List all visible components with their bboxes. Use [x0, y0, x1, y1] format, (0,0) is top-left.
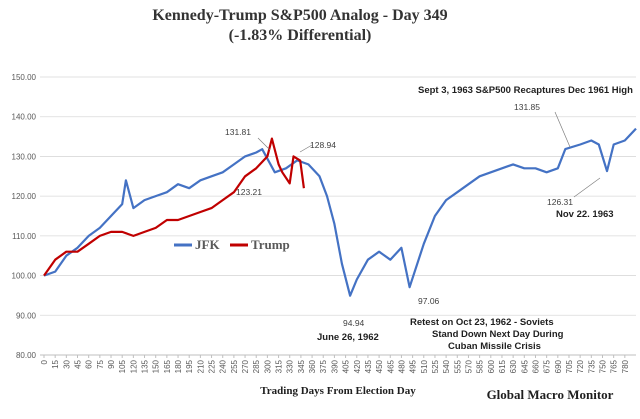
x-tick-label: 450	[375, 359, 384, 373]
x-tick-label: 615	[498, 359, 507, 373]
x-tick-label: 375	[319, 359, 328, 373]
y-tick-label: 150.00	[12, 73, 37, 82]
annotation: Cuban Missile Crisis	[448, 341, 541, 352]
x-tick-label: 630	[509, 359, 518, 373]
source: Global Macro Monitor	[487, 387, 614, 402]
legend-label: Trump	[251, 237, 290, 252]
annotation: 131.85	[514, 102, 540, 112]
x-tick-label: 570	[464, 359, 473, 373]
annotation: 131.81	[225, 127, 251, 137]
x-tick-label: 510	[420, 359, 429, 373]
annotation: 126.31	[547, 197, 573, 207]
x-tick-label: 285	[252, 359, 261, 373]
x-tick-label: 420	[353, 359, 362, 373]
x-tick-label: 345	[297, 359, 306, 373]
annotation: June 26, 1962	[317, 332, 379, 343]
x-tick-label: 690	[554, 359, 563, 373]
x-tick-label: 705	[565, 359, 574, 373]
x-tick-label: 180	[174, 359, 183, 373]
annotation: Retest on Oct 23, 1962 - Soviets	[410, 317, 554, 328]
x-tick-label: 195	[185, 359, 194, 373]
x-tick-label: 495	[409, 359, 418, 373]
x-tick-label: 675	[543, 359, 552, 373]
leader-line	[299, 144, 313, 153]
x-tick-label: 60	[85, 359, 94, 368]
x-axis-label: Trading Days From Election Day	[260, 385, 416, 397]
x-tick-label: 735	[587, 359, 596, 373]
x-tick-label: 465	[386, 359, 395, 373]
y-tick-label: 140.00	[12, 113, 37, 122]
annotation: 128.94	[310, 140, 336, 150]
line-series	[43, 127, 637, 297]
leader-line	[257, 137, 271, 151]
x-tick-label: 525	[431, 359, 440, 373]
y-tick-label: 90.00	[16, 311, 37, 320]
x-tick-label: 585	[476, 359, 485, 373]
x-tick-label: 645	[520, 359, 529, 373]
x-tick-label: 150	[152, 359, 161, 373]
x-tick-label: 555	[453, 359, 462, 373]
y-tick-label: 110.00	[12, 232, 36, 241]
x-tick-label: 270	[241, 359, 250, 373]
line-series	[43, 137, 305, 277]
annotation: 97.06	[418, 296, 440, 306]
legend-label: JFK	[195, 237, 220, 252]
x-tick-label: 765	[610, 359, 619, 373]
x-tick-label: 435	[364, 359, 373, 373]
x-tick-label: 300	[263, 359, 272, 373]
x-tick-label: 660	[531, 359, 540, 373]
annotation: Stand Down Next Day During	[432, 329, 564, 340]
x-tick-label: 600	[487, 359, 496, 373]
annotation: 123.21	[236, 187, 262, 197]
x-tick-label: 255	[230, 359, 239, 373]
x-tick-label: 45	[74, 359, 83, 368]
x-tick-label: 210	[196, 359, 205, 373]
x-tick-label: 405	[342, 359, 351, 373]
x-tick-label: 0	[40, 359, 49, 364]
y-tick-label: 80.00	[16, 351, 37, 360]
y-tick-label: 130.00	[12, 152, 37, 161]
x-tick-label: 15	[51, 359, 60, 368]
x-tick-label: 240	[219, 359, 228, 373]
x-tick-label: 750	[598, 359, 607, 373]
x-tick-label: 225	[208, 359, 217, 373]
y-tick-label: 100.00	[12, 272, 37, 281]
x-tick-label: 390	[330, 359, 339, 373]
leader-line	[554, 111, 571, 148]
x-tick-label: 720	[576, 359, 585, 373]
x-tick-label: 360	[308, 359, 317, 373]
x-tick-label: 120	[129, 359, 138, 373]
x-tick-label: 75	[96, 359, 105, 368]
annotation: Sept 3, 1963 S&P500 Recaptures Dec 1961 …	[418, 85, 633, 96]
x-tick-label: 780	[621, 359, 630, 373]
x-tick-label: 540	[442, 359, 451, 373]
chart-subtitle: (-1.83% Differential)	[229, 27, 372, 44]
x-tick-label: 330	[286, 359, 295, 373]
x-tick-label: 165	[163, 359, 172, 373]
x-tick-label: 90	[107, 359, 116, 368]
annotation: 94.94	[343, 318, 365, 328]
annotation: Nov 22. 1963	[556, 209, 614, 220]
y-tick-label: 120.00	[12, 192, 37, 201]
x-tick-label: 30	[62, 359, 71, 368]
leader-line	[573, 177, 601, 198]
chart-title: Kennedy-Trump S&P500 Analog - Day 349	[152, 7, 447, 24]
x-tick-label: 105	[118, 359, 127, 373]
x-tick-label: 315	[275, 359, 284, 373]
x-tick-label: 480	[397, 359, 406, 373]
x-tick-label: 135	[141, 359, 150, 373]
